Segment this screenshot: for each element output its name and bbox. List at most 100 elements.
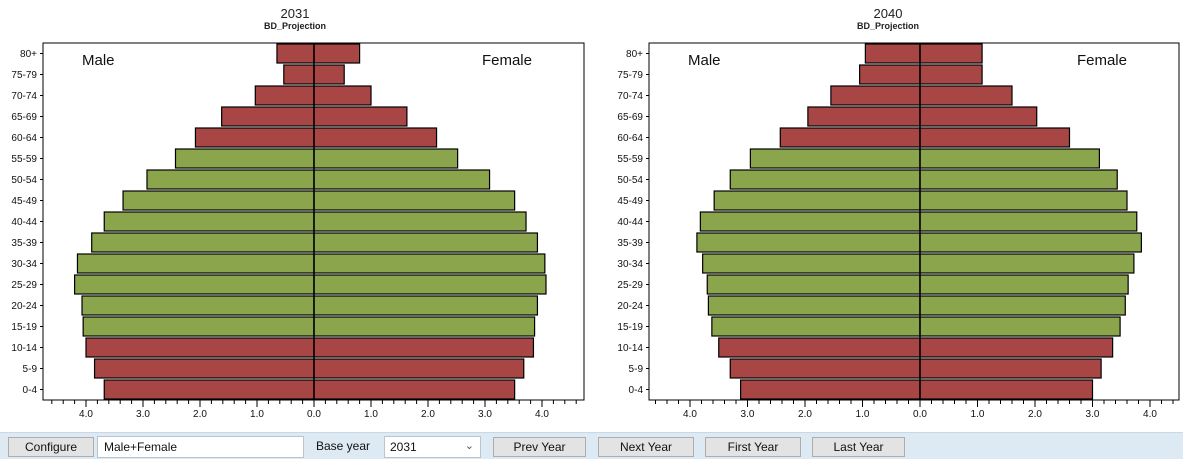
female-bar-75-79: [313, 64, 345, 85]
y-tick-label: 45-49: [617, 196, 643, 207]
y-tick-label: 80+: [626, 49, 643, 60]
y-tick-label: 45-49: [11, 196, 37, 207]
male-bar-45-49: [713, 190, 921, 211]
y-tick-label: 5-9: [629, 364, 644, 375]
female-bar-65-69: [919, 106, 1038, 127]
y-tick-label: 15-19: [617, 322, 643, 333]
male-bar-15-19: [82, 316, 315, 337]
y-tick-label: 20-24: [617, 301, 643, 312]
x-tick-label: 4.0: [535, 409, 549, 420]
female-bar-15-19: [313, 316, 536, 337]
female-bar-40-44: [313, 211, 527, 232]
pyramid-svg-2031: 0-4 5-9 10-14 15-19 20-24 25-29 30-34 35-39 40-4…: [11, 42, 585, 420]
y-tick-label: 60-64: [617, 133, 643, 144]
y-tick-label: 50-54: [617, 175, 643, 186]
x-tick-label: 3.0: [478, 409, 492, 420]
female-bar-70-74: [313, 85, 372, 106]
male-bar-5-9: [93, 358, 315, 379]
female-label: Female: [482, 52, 532, 69]
male-bar-65-69: [807, 106, 921, 127]
female-bar-50-54: [919, 169, 1118, 190]
male-bar-60-64: [779, 127, 921, 148]
x-tick-label: 0.0: [913, 409, 927, 420]
female-bar-25-29: [919, 274, 1129, 295]
male-bar-0-4: [740, 379, 921, 400]
y-tick-label: 30-34: [11, 259, 37, 270]
y-tick-label: 15-19: [11, 322, 37, 333]
female-bar-60-64: [313, 127, 438, 148]
female-bar-40-44: [919, 211, 1138, 232]
male-bar-40-44: [699, 211, 921, 232]
pyramid-svg-2040: 0-4 5-9 10-14 15-19 20-24 25-29 30-34 35-39 40-4…: [617, 42, 1180, 420]
last-year-button[interactable]: Last Year: [812, 437, 905, 457]
male-bar-25-29: [706, 274, 921, 295]
female-bar-70-74: [919, 85, 1013, 106]
female-bar-60-64: [919, 127, 1071, 148]
x-tick-label: 2.0: [1028, 409, 1042, 420]
x-tick-label: 1.0: [250, 409, 264, 420]
y-tick-label: 40-44: [11, 217, 37, 228]
female-bar-55-59: [919, 148, 1100, 169]
base-year-label: Base year: [316, 439, 371, 453]
male-bar-10-14: [85, 337, 315, 358]
male-bar-50-54: [146, 169, 315, 190]
female-bar-65-69: [313, 106, 408, 127]
chevron-down-icon: ⌄: [464, 440, 474, 452]
y-tick-label: 30-34: [617, 259, 643, 270]
male-bar-70-74: [254, 85, 315, 106]
male-bar-10-14: [718, 337, 921, 358]
x-tick-label: 4.0: [1143, 409, 1157, 420]
y-tick-label: 35-39: [11, 238, 37, 249]
female-bar-30-34: [313, 253, 546, 274]
prev-year-button[interactable]: Prev Year: [493, 437, 586, 457]
male-bar-20-24: [81, 295, 315, 316]
female-bar-75-79: [919, 64, 983, 85]
female-bar-25-29: [313, 274, 547, 295]
female-bar-55-59: [313, 148, 459, 169]
female-bar-20-24: [919, 295, 1126, 316]
female-bar-80+: [313, 43, 361, 64]
male-bar-65-69: [221, 106, 315, 127]
female-bar-10-14: [313, 337, 535, 358]
y-tick-label: 80+: [20, 49, 37, 60]
y-tick-label: 70-74: [11, 91, 37, 102]
base-year-value: 2031: [390, 440, 417, 454]
female-bar-5-9: [919, 358, 1102, 379]
female-bar-45-49: [313, 190, 516, 211]
male-bar-35-39: [696, 232, 921, 253]
male-bar-75-79: [859, 64, 921, 85]
next-year-button[interactable]: Next Year: [598, 437, 694, 457]
y-tick-label: 65-69: [11, 112, 37, 123]
x-tick-label: 4.0: [683, 409, 697, 420]
male-label: Male: [82, 52, 115, 69]
male-bar-55-59: [174, 148, 315, 169]
x-tick-label: 3.0: [1086, 409, 1100, 420]
female-bar-35-39: [313, 232, 539, 253]
x-tick-label: 2.0: [421, 409, 435, 420]
male-bar-5-9: [729, 358, 921, 379]
y-tick-label: 75-79: [11, 70, 37, 81]
y-tick-label: 25-29: [617, 280, 643, 291]
male-bar-60-64: [194, 127, 315, 148]
y-tick-label: 10-14: [11, 343, 37, 354]
male-bar-45-49: [122, 190, 315, 211]
first-year-button[interactable]: First Year: [705, 437, 801, 457]
pyramid-chart-2031: 0-4 5-9 10-14 15-19 20-24 25-29 30-34 35-39 40-4…: [0, 0, 590, 432]
x-tick-label: 1.0: [971, 409, 985, 420]
female-bar-50-54: [313, 169, 491, 190]
configure-button[interactable]: Configure: [8, 437, 94, 457]
female-bar-80+: [919, 43, 983, 64]
y-tick-label: 0-4: [629, 385, 644, 396]
x-tick-label: 1.0: [856, 409, 870, 420]
male-bar-70-74: [830, 85, 921, 106]
y-tick-label: 0-4: [23, 385, 38, 396]
sex-selection-field[interactable]: Male+Female: [97, 436, 304, 458]
female-bar-30-34: [919, 253, 1135, 274]
base-year-select[interactable]: 2031 ⌄: [384, 436, 481, 458]
female-bar-0-4: [313, 379, 516, 400]
bottom-toolbar: Configure Male+Female Base year 2031 ⌄ P…: [0, 432, 1183, 459]
male-bar-35-39: [91, 232, 315, 253]
y-tick-label: 65-69: [617, 112, 643, 123]
male-bar-40-44: [103, 211, 315, 232]
pyramid-chart-2040: 0-4 5-9 10-14 15-19 20-24 25-29 30-34 35-39 40-4…: [593, 0, 1183, 432]
